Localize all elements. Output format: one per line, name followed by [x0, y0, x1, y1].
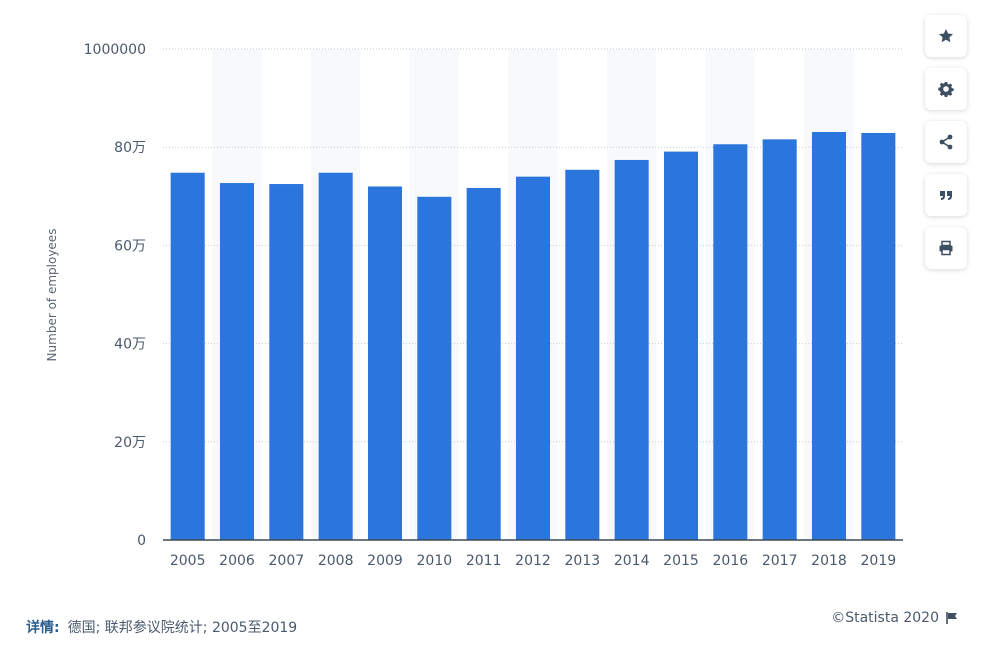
- share-icon: [939, 134, 953, 150]
- bars: [170, 131, 896, 541]
- favorite-button[interactable]: [925, 15, 967, 57]
- bar-2008[interactable]: [318, 172, 353, 540]
- cite-button[interactable]: [925, 174, 967, 216]
- x-tick-label: 2005: [170, 553, 206, 569]
- star-icon: [939, 29, 953, 43]
- x-tick-label: 2008: [318, 553, 354, 569]
- y-tick-labels: 0 20万 40万 60万 80万 1000000: [84, 42, 146, 549]
- bar-2014[interactable]: [614, 159, 649, 540]
- x-tick-label: 2016: [713, 553, 749, 569]
- x-tick-label: 2019: [861, 553, 897, 569]
- bar-2009[interactable]: [367, 186, 403, 541]
- bar-2015[interactable]: [663, 151, 699, 540]
- y-tick-label: 60万: [114, 238, 146, 254]
- gear-icon: [938, 82, 954, 97]
- x-tick-label: 2017: [762, 553, 798, 569]
- y-tick-label: 40万: [114, 337, 146, 353]
- share-button[interactable]: [925, 121, 967, 163]
- bar-2018[interactable]: [811, 131, 847, 540]
- details-label[interactable]: 详情:: [26, 620, 60, 636]
- credit-text[interactable]: ©Statista 2020: [831, 610, 939, 626]
- y-tick-label: 80万: [114, 140, 146, 156]
- y-tick-label: 20万: [114, 435, 146, 451]
- chart-toolbar: [925, 15, 967, 280]
- x-tick-label: 2009: [367, 553, 403, 569]
- x-tick-label: 2013: [565, 553, 601, 569]
- x-tick-label: 2014: [614, 553, 650, 569]
- flag-icon[interactable]: [945, 611, 959, 625]
- x-tick-label: 2010: [417, 553, 453, 569]
- print-icon: [939, 240, 953, 256]
- bar-2012[interactable]: [515, 176, 551, 540]
- bar-2016[interactable]: [713, 144, 748, 540]
- print-button[interactable]: [925, 227, 967, 269]
- bar-2006[interactable]: [219, 183, 255, 540]
- y-axis-label: Number of employees: [45, 229, 59, 362]
- x-tick-labels: 2005 2006 2007 2008 2009 2010 2011 2012 2013 2014…: [170, 553, 896, 569]
- y-tick-label: 1000000: [84, 42, 146, 58]
- x-tick-label: 2011: [466, 553, 502, 569]
- y-tick-label: 0: [137, 533, 146, 549]
- bar-2011[interactable]: [466, 187, 501, 540]
- bar-2013[interactable]: [565, 169, 600, 540]
- x-tick-label: 2018: [811, 553, 847, 569]
- bar-2010[interactable]: [417, 196, 452, 540]
- x-tick-label: 2006: [219, 553, 255, 569]
- bar-2007[interactable]: [269, 184, 304, 540]
- x-tick-label: 2015: [663, 553, 699, 569]
- source-details: 详情: 德国; 联邦参议院统计; 2005至2019: [26, 617, 297, 637]
- quote-icon: [940, 191, 952, 200]
- bar-2005[interactable]: [170, 172, 205, 540]
- x-tick-label: 2012: [515, 553, 551, 569]
- statista-credit: ©Statista 2020: [831, 610, 959, 626]
- x-tick-label: 2007: [269, 553, 305, 569]
- bar-2019[interactable]: [861, 132, 896, 540]
- settings-button[interactable]: [925, 68, 967, 110]
- details-text: 德国; 联邦参议院统计; 2005至2019: [67, 620, 298, 636]
- bar-2017[interactable]: [762, 139, 797, 540]
